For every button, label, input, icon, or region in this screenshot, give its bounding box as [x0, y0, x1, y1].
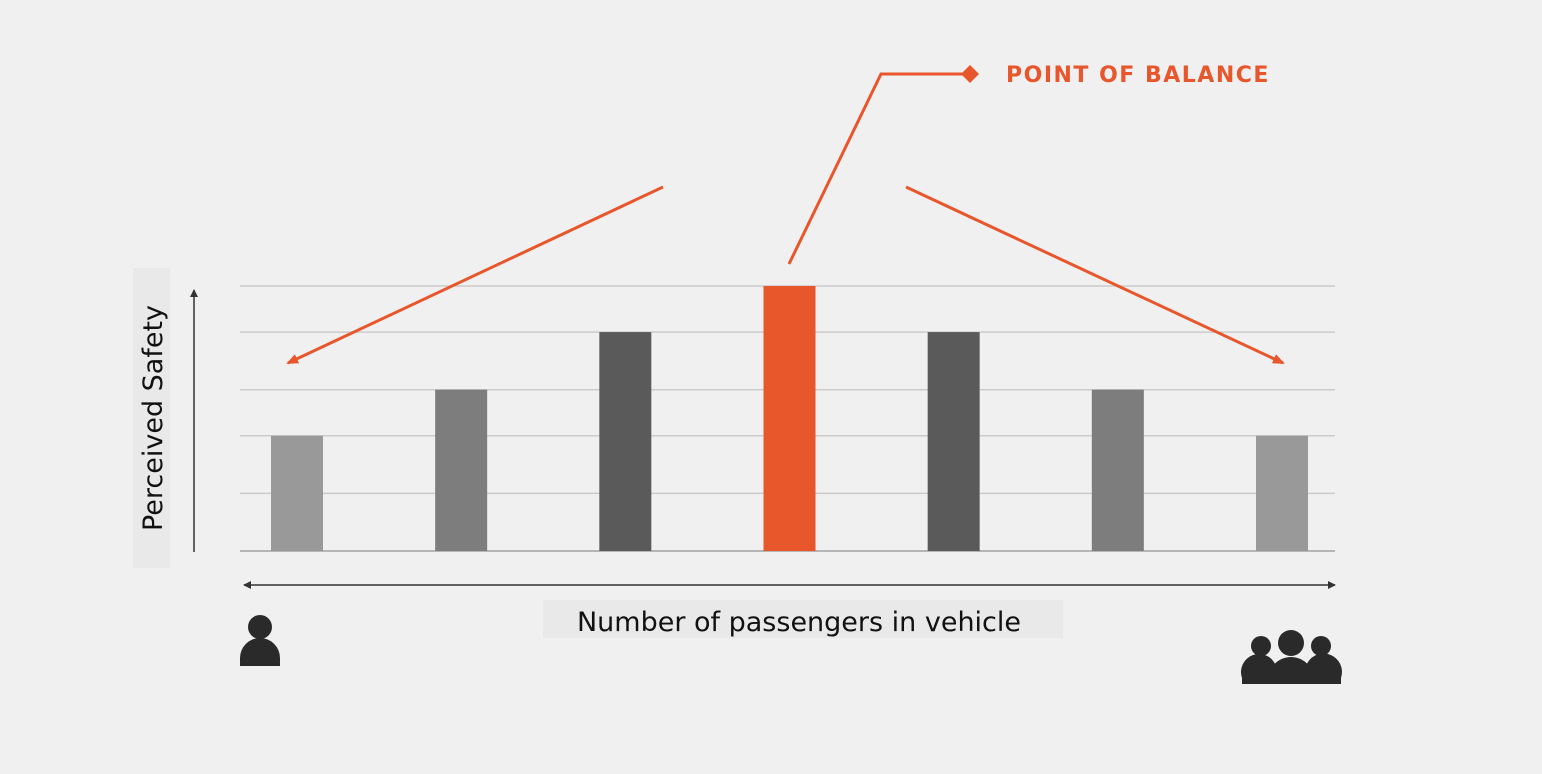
bar: [927, 332, 980, 551]
balance-callout-leader: [787, 72, 968, 265]
bars: [271, 286, 1308, 551]
bar: [1256, 435, 1308, 551]
x-axis-label: Number of passengers in vehicle: [577, 607, 1021, 638]
y-axis-label: Perceived Safety: [138, 305, 169, 531]
bar: [599, 332, 652, 551]
single-person-icon: [240, 615, 280, 666]
bar-highlighted: [763, 286, 816, 551]
callout-diamond-marker: [961, 65, 979, 83]
left-trend-arrow: [286, 185, 664, 365]
bar: [1091, 389, 1144, 551]
group-of-people-icon: [1240, 630, 1342, 684]
bar: [435, 389, 488, 551]
point-of-balance-label: POINT OF BALANCE: [1006, 63, 1270, 88]
bar: [271, 435, 323, 551]
y-axis-label-background: [133, 268, 170, 568]
right-trend-arrow: [905, 185, 1285, 365]
x-axis-label-background: [543, 600, 1063, 638]
